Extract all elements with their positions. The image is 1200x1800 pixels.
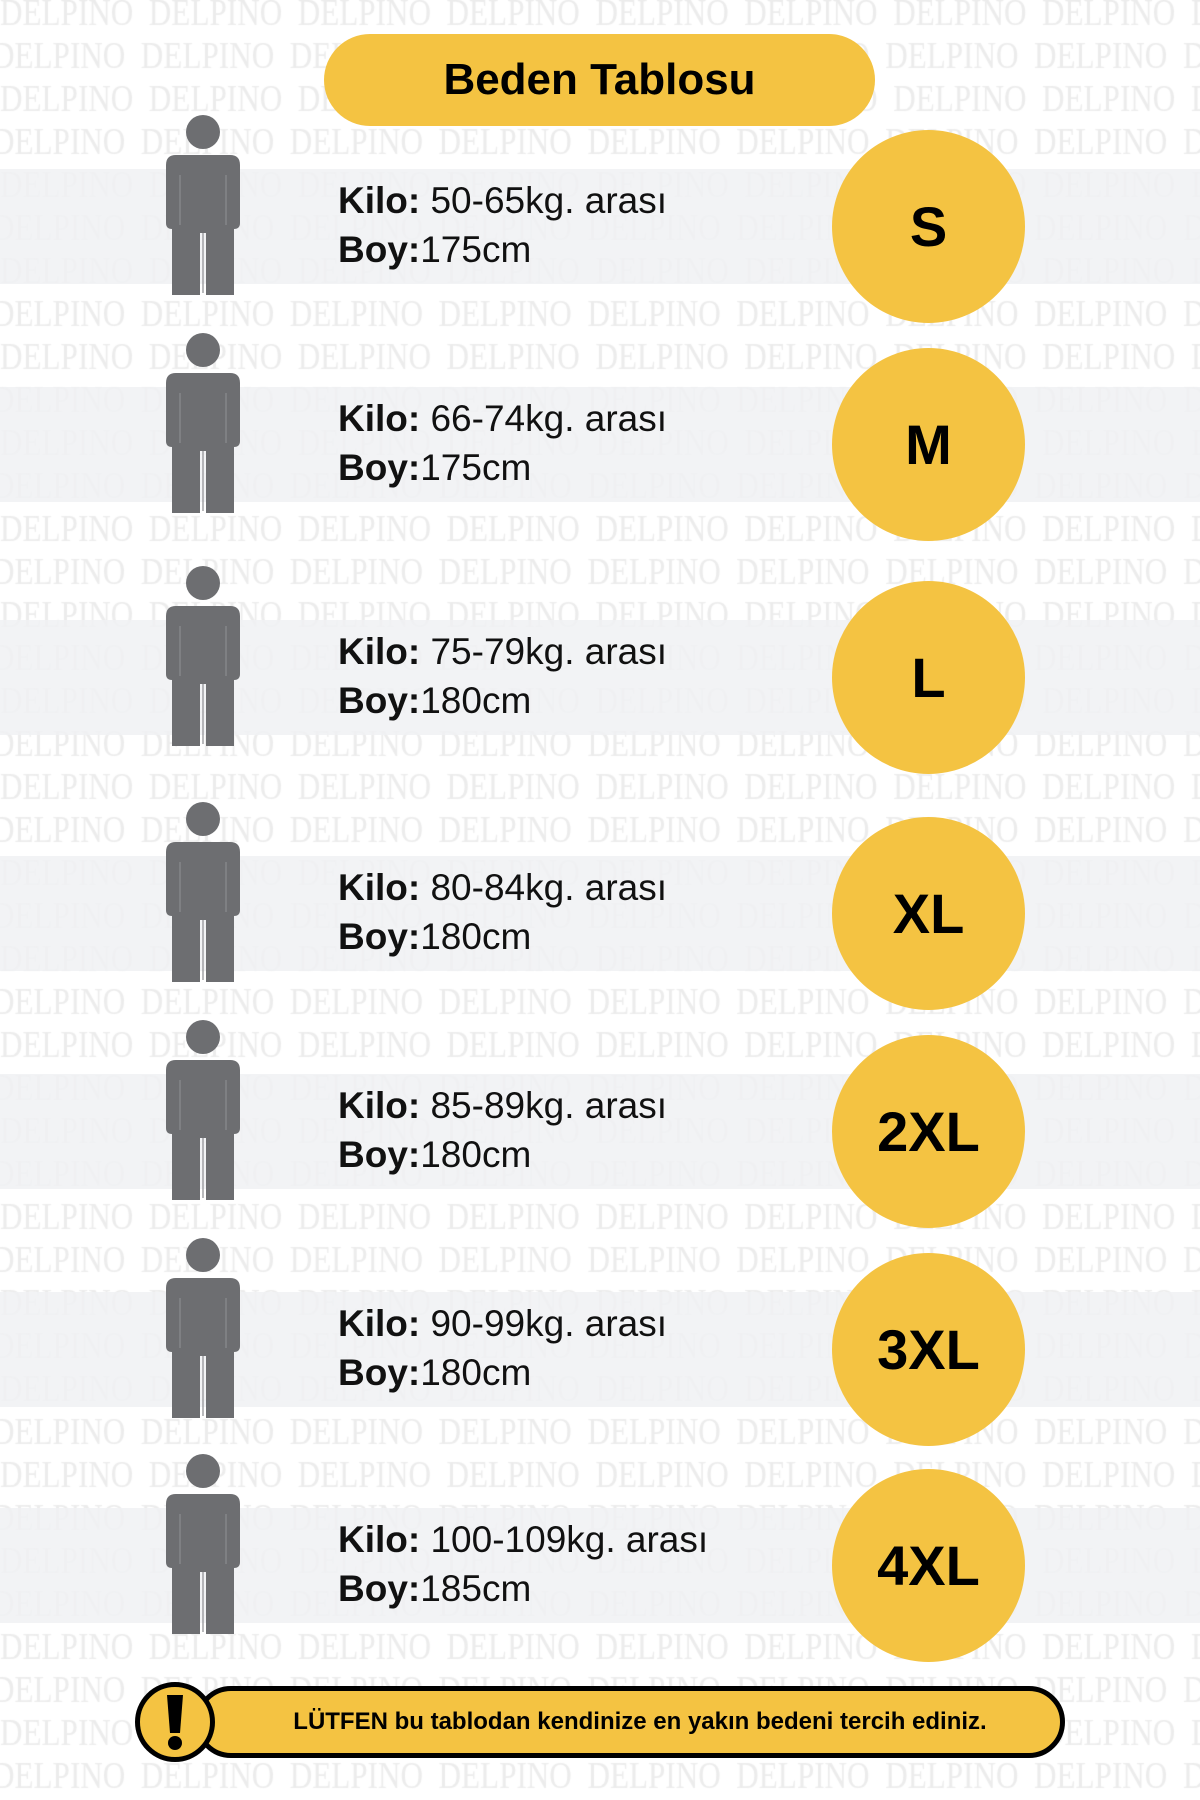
size-badge: 2XL <box>832 1035 1025 1228</box>
weight-label: Kilo: <box>338 1519 421 1560</box>
size-info: Kilo: 85-89kg. arası Boy:180cm <box>338 1081 667 1179</box>
size-badge: M <box>832 348 1025 541</box>
weight-label: Kilo: <box>338 867 421 908</box>
person-icon <box>166 1238 240 1419</box>
weight-label: Kilo: <box>338 1303 421 1344</box>
weight-line: Kilo: 100-109kg. arası <box>338 1515 708 1564</box>
size-badge: 3XL <box>832 1253 1025 1446</box>
size-badge: L <box>832 581 1025 774</box>
height-label: Boy: <box>338 680 421 721</box>
size-info: Kilo: 75-79kg. arası Boy:180cm <box>338 627 667 725</box>
exclamation-icon <box>135 1682 215 1762</box>
height-label: Boy: <box>338 1134 421 1175</box>
size-badge: XL <box>832 817 1025 1010</box>
weight-line: Kilo: 75-79kg. arası <box>338 627 667 676</box>
height-line: Boy:180cm <box>338 1130 667 1179</box>
weight-value: 85-89kg. arası <box>430 1085 668 1126</box>
size-badge: 4XL <box>832 1469 1025 1662</box>
size-info: Kilo: 100-109kg. arası Boy:185cm <box>338 1515 708 1613</box>
weight-value: 75-79kg. arası <box>430 631 668 672</box>
page-title: Beden Tablosu <box>324 34 875 126</box>
height-label: Boy: <box>338 916 421 957</box>
weight-line: Kilo: 90-99kg. arası <box>338 1299 667 1348</box>
size-info: Kilo: 50-65kg. arası Boy:175cm <box>338 176 667 274</box>
notice-text: LÜTFEN bu tablodan kendinize en yakın be… <box>195 1686 1065 1758</box>
weight-value: 50-65kg. arası <box>430 180 668 221</box>
size-info: Kilo: 90-99kg. arası Boy:180cm <box>338 1299 667 1397</box>
height-line: Boy:175cm <box>338 225 667 274</box>
height-line: Boy:185cm <box>338 1564 708 1613</box>
weight-value: 100-109kg. arası <box>430 1519 709 1560</box>
weight-label: Kilo: <box>338 631 421 672</box>
height-line: Boy:180cm <box>338 676 667 725</box>
person-icon <box>166 1454 240 1635</box>
weight-label: Kilo: <box>338 1085 421 1126</box>
notice-banner: LÜTFEN bu tablodan kendinize en yakın be… <box>135 1682 1065 1762</box>
person-icon <box>166 802 240 983</box>
height-label: Boy: <box>338 1352 421 1393</box>
height-value: 175cm <box>420 447 532 488</box>
weight-label: Kilo: <box>338 180 421 221</box>
weight-line: Kilo: 80-84kg. arası <box>338 863 667 912</box>
height-value: 180cm <box>420 680 532 721</box>
weight-value: 66-74kg. arası <box>430 398 668 439</box>
person-icon <box>166 566 240 747</box>
person-icon <box>166 115 240 296</box>
weight-line: Kilo: 85-89kg. arası <box>338 1081 667 1130</box>
height-label: Boy: <box>338 447 421 488</box>
weight-value: 80-84kg. arası <box>430 867 668 908</box>
size-info: Kilo: 80-84kg. arası Boy:180cm <box>338 863 667 961</box>
height-line: Boy:175cm <box>338 443 667 492</box>
height-label: Boy: <box>338 1568 421 1609</box>
size-badge: S <box>832 130 1025 323</box>
height-value: 180cm <box>420 1352 532 1393</box>
height-label: Boy: <box>338 229 421 270</box>
height-line: Boy:180cm <box>338 912 667 961</box>
height-value: 185cm <box>420 1568 532 1609</box>
weight-line: Kilo: 50-65kg. arası <box>338 176 667 225</box>
size-info: Kilo: 66-74kg. arası Boy:175cm <box>338 394 667 492</box>
weight-value: 90-99kg. arası <box>430 1303 668 1344</box>
weight-label: Kilo: <box>338 398 421 439</box>
person-icon <box>166 1020 240 1201</box>
height-value: 180cm <box>420 916 532 957</box>
height-value: 180cm <box>420 1134 532 1175</box>
height-line: Boy:180cm <box>338 1348 667 1397</box>
weight-line: Kilo: 66-74kg. arası <box>338 394 667 443</box>
height-value: 175cm <box>420 229 532 270</box>
person-icon <box>166 333 240 514</box>
